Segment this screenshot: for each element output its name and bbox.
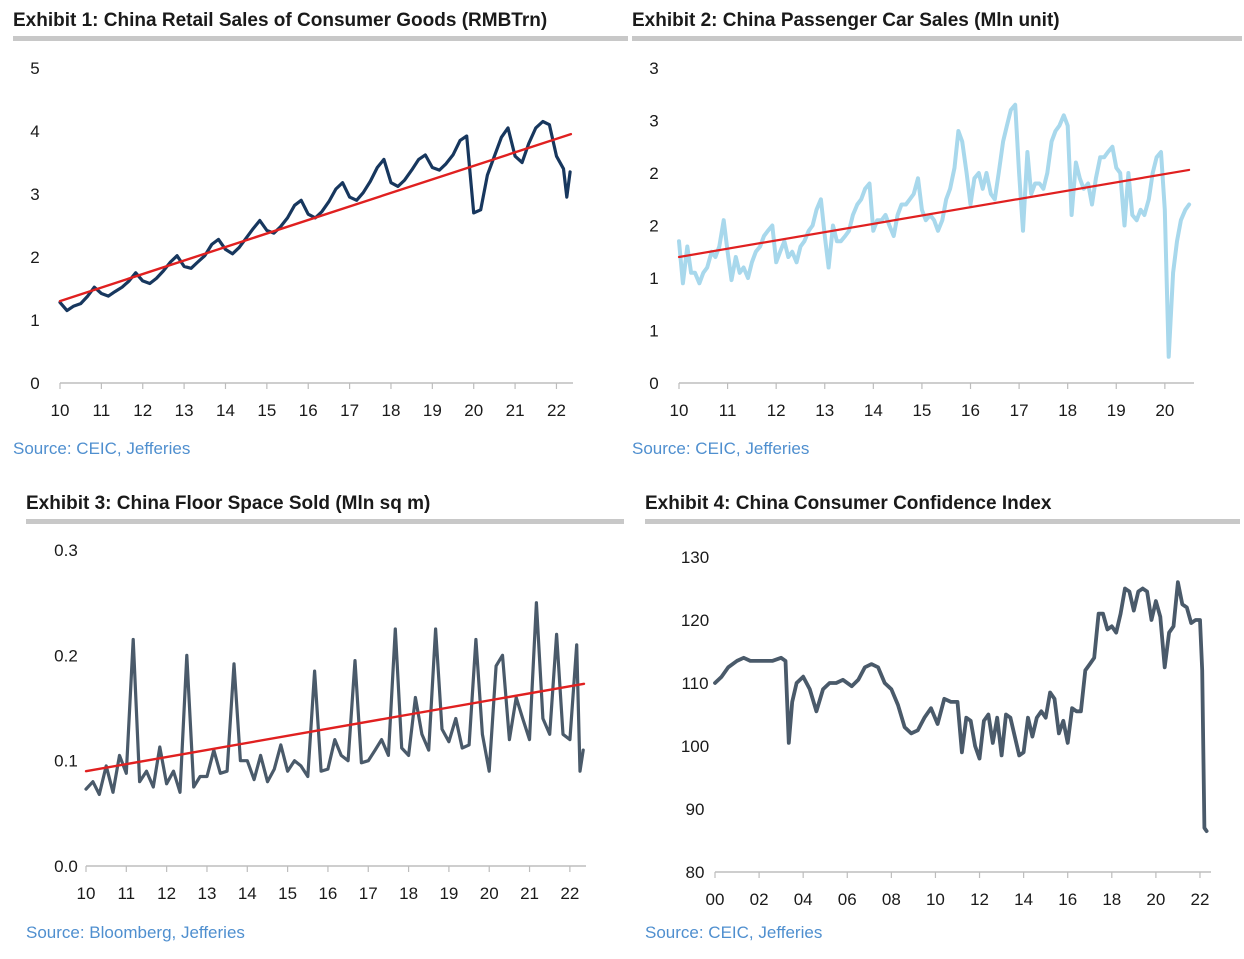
x-tick-label: 16 (299, 401, 318, 420)
x-tick-label: 19 (439, 884, 458, 903)
exhibit-3-title-rule (26, 519, 624, 524)
y-tick-label: 80 (686, 863, 705, 882)
exhibit-1: Exhibit 1: China Retail Sales of Consume… (13, 0, 628, 470)
x-tick-label: 14 (216, 401, 235, 420)
x-tick-label: 18 (382, 401, 401, 420)
x-tick-label: 18 (1102, 890, 1121, 909)
x-tick-label: 10 (77, 884, 96, 903)
y-tick-label: 0.0 (54, 857, 78, 876)
y-tick-label: 3 (30, 185, 39, 204)
y-tick-label: 5 (30, 59, 39, 78)
x-tick-label: 15 (257, 401, 276, 420)
series-line (84, 601, 585, 796)
series-line (58, 119, 572, 313)
x-tick-label: 22 (547, 401, 566, 420)
x-tick-label: 12 (970, 890, 989, 909)
x-tick-label: 14 (1014, 890, 1033, 909)
x-tick-label: 11 (719, 401, 737, 420)
x-tick-label: 13 (198, 884, 217, 903)
trend-line (677, 168, 1191, 259)
x-tick-label: 15 (278, 884, 297, 903)
exhibit-1-source: Source: CEIC, Jefferies (13, 439, 191, 458)
y-tick-label: 0 (30, 374, 39, 393)
exhibit-4-title-rule (645, 519, 1240, 524)
exhibit-3-source: Source: Bloomberg, Jefferies (26, 923, 245, 942)
x-tick-label: 02 (750, 890, 769, 909)
y-tick-label: 4 (30, 122, 39, 141)
y-tick-label: 3 (649, 59, 658, 78)
y-tick-label: 2 (649, 217, 658, 236)
x-tick-label: 20 (1146, 890, 1165, 909)
x-tick-label: 19 (1107, 401, 1126, 420)
exhibit-4-source: Source: CEIC, Jefferies (645, 923, 823, 942)
x-tick-label: 14 (864, 401, 883, 420)
y-tick-label: 90 (686, 800, 705, 819)
exhibit-1-title-rule (13, 36, 628, 41)
x-tick-label: 06 (838, 890, 857, 909)
x-tick-label: 16 (961, 401, 980, 420)
y-tick-label: 1 (649, 322, 658, 341)
y-tick-label: 3 (649, 112, 658, 131)
trend-line (84, 682, 586, 773)
x-tick-label: 20 (480, 884, 499, 903)
y-tick-label: 120 (681, 611, 709, 630)
series-line (677, 102, 1192, 359)
y-tick-label: 100 (681, 737, 709, 756)
x-tick-label: 10 (670, 401, 689, 420)
x-tick-label: 22 (560, 884, 579, 903)
x-tick-label: 04 (794, 890, 813, 909)
x-tick-label: 17 (1010, 401, 1029, 420)
exhibit-2-source: Source: CEIC, Jefferies (632, 439, 810, 458)
exhibit-2-title-rule (632, 36, 1242, 41)
y-tick-label: 1 (649, 269, 658, 288)
y-tick-label: 1 (30, 311, 39, 330)
x-tick-label: 20 (1155, 401, 1174, 420)
x-tick-label: 17 (359, 884, 378, 903)
exhibit-4-chart: 00 02 04 06 08 10 12 14 16 18 20 22 80 90 100 110 120 130 (681, 548, 1211, 909)
x-tick-label: 15 (912, 401, 931, 420)
y-tick-label: 0.2 (54, 646, 78, 665)
x-tick-label: 13 (175, 401, 194, 420)
x-tick-label: 18 (1058, 401, 1077, 420)
x-tick-label: 16 (318, 884, 337, 903)
x-tick-label: 08 (882, 890, 901, 909)
exhibit-4: Exhibit 4: China Consumer Confidence Ind… (645, 484, 1244, 954)
exhibit-2-title: Exhibit 2: China Passenger Car Sales (Ml… (632, 10, 1060, 31)
x-tick-label: 20 (464, 401, 483, 420)
x-tick-label: 19 (423, 401, 442, 420)
x-tick-label: 14 (238, 884, 257, 903)
x-tick-label: 18 (399, 884, 418, 903)
x-tick-label: 13 (815, 401, 834, 420)
exhibit-3-chart: 10 11 12 13 14 15 16 17 18 19 20 21 22 0.0 0.1 0.2 0.3 (54, 541, 586, 903)
x-tick-label: 22 (1191, 890, 1210, 909)
exhibit-3-title: Exhibit 3: China Floor Space Sold (Mln s… (26, 493, 431, 514)
y-tick-label: 2 (30, 248, 39, 267)
x-tick-label: 12 (157, 884, 176, 903)
y-tick-label: 130 (681, 548, 709, 567)
y-tick-label: 0.3 (54, 541, 78, 560)
x-tick-label: 12 (133, 401, 152, 420)
x-tick-label: 17 (340, 401, 359, 420)
x-tick-label: 11 (93, 401, 111, 420)
exhibit-4-title: Exhibit 4: China Consumer Confidence Ind… (645, 493, 1052, 514)
x-tick-label: 00 (706, 890, 725, 909)
exhibit-2: Exhibit 2: China Passenger Car Sales (Ml… (632, 0, 1244, 470)
y-tick-label: 110 (681, 674, 708, 693)
series-line (713, 580, 1209, 834)
x-tick-label: 21 (506, 401, 525, 420)
exhibit-1-title: Exhibit 1: China Retail Sales of Consume… (13, 10, 548, 31)
x-tick-label: 16 (1058, 890, 1077, 909)
y-tick-label: 0.1 (54, 752, 78, 771)
exhibit-3: Exhibit 3: China Floor Space Sold (Mln s… (26, 484, 626, 954)
x-tick-label: 10 (926, 890, 945, 909)
x-tick-label: 21 (520, 884, 539, 903)
x-tick-label: 12 (767, 401, 786, 420)
y-tick-label: 2 (649, 164, 658, 183)
trend-line (58, 132, 573, 303)
x-tick-label: 10 (51, 401, 70, 420)
x-tick-label: 11 (117, 884, 135, 903)
y-tick-label: 0 (649, 374, 658, 393)
